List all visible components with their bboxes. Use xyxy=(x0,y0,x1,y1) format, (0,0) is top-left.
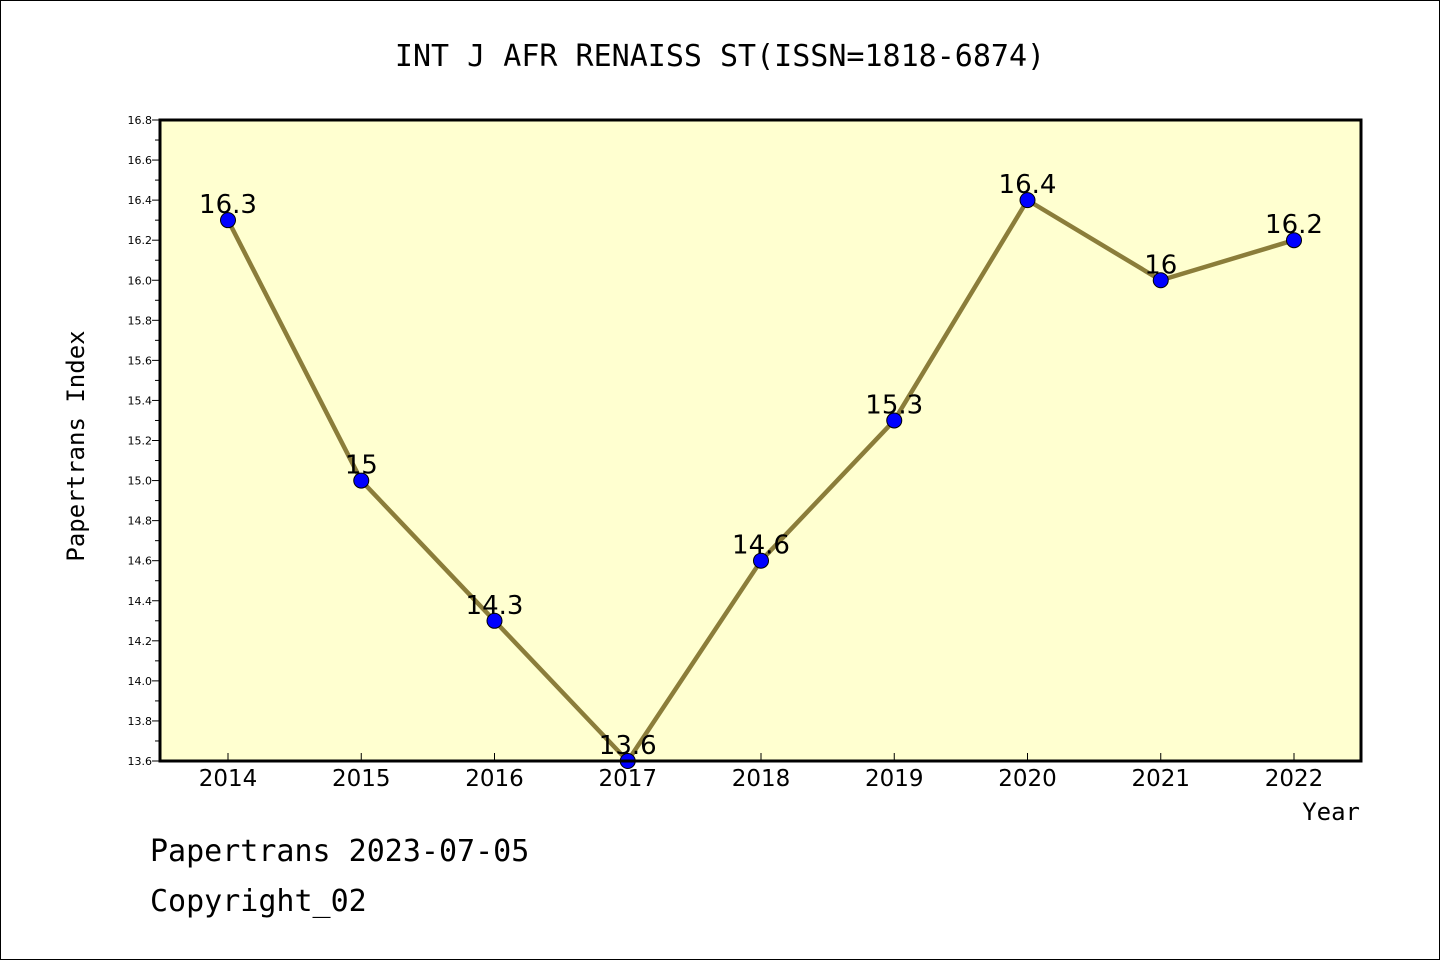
y-tick-label: 13.6 xyxy=(128,755,153,768)
x-tick-label: 2018 xyxy=(732,766,791,792)
y-tick-label: 14.0 xyxy=(128,675,153,688)
data-points xyxy=(220,192,1302,769)
data-labels: 16.3 15 14.3 13.6 14.6 15.3 16.4 16 16.2 xyxy=(199,170,1323,761)
y-tick-label: 14.2 xyxy=(128,635,153,648)
y-tick-label: 15.6 xyxy=(128,354,153,367)
data-label: 16.4 xyxy=(999,170,1057,200)
y-tick-label: 14.4 xyxy=(128,595,153,608)
data-point xyxy=(886,412,903,429)
x-axis-ticks: 2014 2015 2016 2017 2018 2019 2020 2021 2022 xyxy=(199,753,1324,792)
data-point xyxy=(353,472,370,489)
y-tick-label: 15.2 xyxy=(128,435,153,448)
data-label: 16 xyxy=(1144,250,1177,280)
y-tick-label: 16.0 xyxy=(128,274,153,287)
footer-copyright: Copyright_02 xyxy=(150,884,367,919)
data-label: 16.2 xyxy=(1265,210,1323,240)
x-tick-label: 2021 xyxy=(1131,766,1190,792)
y-tick-label: 14.8 xyxy=(128,515,153,528)
data-point xyxy=(1019,192,1036,209)
y-tick-label: 16.2 xyxy=(128,234,153,247)
x-tick-label: 2019 xyxy=(865,766,924,792)
data-label: 15 xyxy=(345,451,378,481)
y-tick-label: 15.8 xyxy=(128,314,153,327)
y-tick-label: 13.8 xyxy=(128,715,153,728)
data-point xyxy=(1152,272,1169,289)
y-tick-label: 16.4 xyxy=(128,194,153,207)
x-tick-label: 2017 xyxy=(598,766,657,792)
data-point xyxy=(220,212,236,229)
x-tick-label: 2014 xyxy=(199,766,258,792)
data-point xyxy=(486,612,503,629)
data-label: 14.6 xyxy=(732,531,790,561)
data-label: 14.3 xyxy=(466,591,524,621)
plot-area xyxy=(160,120,1361,761)
x-axis-label: Year xyxy=(1302,798,1360,826)
footer-date: Papertrans 2023-07-05 xyxy=(150,834,530,869)
data-label: 13.6 xyxy=(599,731,657,761)
x-tick-label: 2015 xyxy=(332,766,391,792)
y-tick-label: 16.6 xyxy=(128,154,153,167)
y-tick-label: 14.6 xyxy=(128,555,153,568)
x-tick-label: 2016 xyxy=(465,766,524,792)
y-axis-ticks: 13.6 13.8 14.0 14.2 14.4 14.6 14.8 15.0 15.2 15.4… xyxy=(128,114,160,768)
y-axis-label: Papertrans Index xyxy=(62,330,90,561)
plot-border xyxy=(158,118,1363,763)
chart-title: INT J AFR RENAISS ST(ISSN=1818-6874) xyxy=(395,39,1045,74)
data-point xyxy=(1286,232,1302,249)
data-label: 16.3 xyxy=(199,190,257,220)
data-label: 15.3 xyxy=(865,390,923,420)
y-tick-label: 15.0 xyxy=(128,475,153,488)
y-tick-label: 16.8 xyxy=(128,114,153,127)
data-point xyxy=(753,552,769,569)
y-tick-label: 15.4 xyxy=(128,394,153,407)
x-tick-label: 2020 xyxy=(998,766,1057,792)
x-tick-label: 2022 xyxy=(1265,766,1324,792)
